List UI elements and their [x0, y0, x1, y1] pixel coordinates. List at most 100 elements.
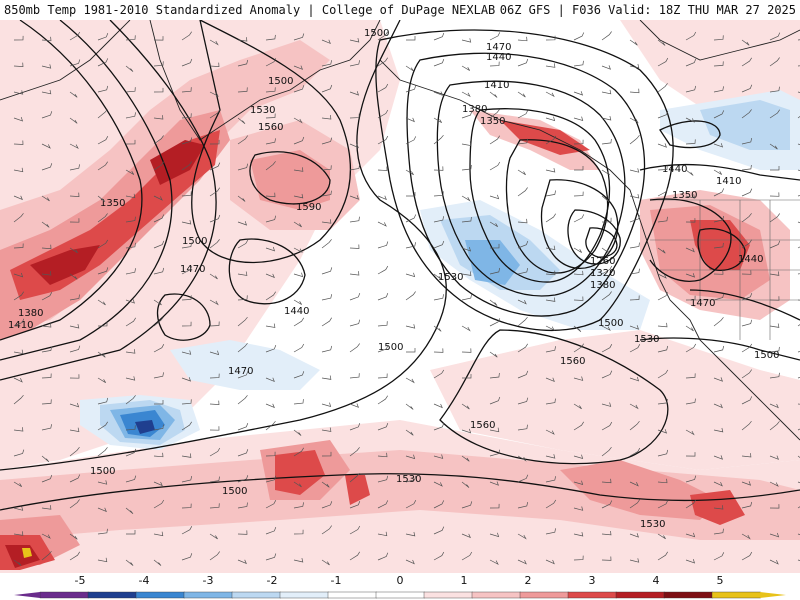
- wind-barb: [601, 217, 612, 223]
- wind-barb: [13, 394, 24, 405]
- wind-barb: [769, 421, 780, 431]
- contour-label: 1350: [672, 190, 697, 201]
- colorbar-tick-label: 1: [460, 574, 468, 587]
- wind-barb: [265, 87, 276, 93]
- wind-barb: [741, 292, 753, 301]
- wind-barb: [741, 270, 752, 275]
- wind-barb: [377, 552, 389, 561]
- wind-barb: [97, 32, 109, 41]
- wind-barb: [153, 531, 164, 537]
- wind-barb: [713, 215, 725, 223]
- wind-barb: [349, 500, 361, 509]
- wind-barb: [769, 532, 780, 538]
- wind-barb: [741, 239, 752, 249]
- wind-barb: [69, 59, 81, 67]
- wind-barb: [153, 499, 165, 509]
- wind-barb: [573, 421, 584, 431]
- wind-barb: [433, 166, 444, 171]
- wind-barb: [69, 551, 80, 561]
- wind-barb: [265, 113, 276, 119]
- wind-barb: [657, 345, 669, 353]
- wind-barb: [741, 39, 750, 46]
- wind-barb: [629, 420, 640, 431]
- wind-barb: [349, 271, 360, 276]
- wind-barb: [209, 299, 219, 306]
- wind-barb: [573, 139, 584, 145]
- wind-barb: [573, 325, 582, 332]
- wind-barb: [489, 396, 501, 405]
- wind-barb: [489, 91, 498, 98]
- wind-barb: [517, 559, 527, 565]
- wind-barb: [293, 502, 304, 509]
- wind-barb: [657, 39, 666, 46]
- wind-barb: [125, 65, 134, 72]
- wind-barb: [321, 219, 332, 224]
- wind-barb: [237, 395, 248, 405]
- wind-barb: [713, 61, 724, 67]
- wind-barb: [69, 345, 81, 353]
- wind-barb: [545, 528, 556, 535]
- wind-barb: [741, 551, 753, 561]
- wind-barb: [41, 163, 53, 171]
- wind-barb: [125, 242, 136, 249]
- wind-barb: [321, 481, 330, 488]
- wind-barb: [769, 372, 780, 379]
- wind-barb: [685, 273, 696, 278]
- wind-barb: [349, 91, 360, 96]
- wind-barb: [657, 273, 667, 279]
- wind-barb: [377, 57, 388, 67]
- wind-barb: [489, 351, 498, 358]
- wind-barb: [237, 163, 249, 171]
- wind-barb: [713, 528, 724, 535]
- wind-barb: [741, 84, 753, 93]
- wind-barb: [154, 400, 164, 405]
- wind-barb: [321, 60, 332, 67]
- wind-barb: [349, 113, 360, 119]
- wind-barb: [125, 299, 135, 304]
- wind-barb: [181, 421, 192, 431]
- wind-barb: [601, 530, 612, 536]
- wind-barb: [601, 478, 612, 484]
- wind-barb: [237, 422, 249, 431]
- wind-barb: [713, 345, 725, 353]
- wind-barb: [573, 376, 584, 381]
- wind-barb: [209, 187, 220, 197]
- contour-label: 1440: [284, 306, 309, 317]
- contour-label: 1500: [222, 486, 247, 497]
- wind-barb: [153, 316, 164, 327]
- wind-barb: [209, 551, 220, 561]
- wind-barb: [181, 220, 192, 225]
- wind-barb: [629, 403, 639, 410]
- wind-barb: [629, 499, 640, 509]
- coastlines: [0, 19, 800, 441]
- wind-barb: [293, 558, 304, 563]
- wind-barb: [321, 501, 333, 509]
- wind-barb: [461, 294, 472, 301]
- wind-barb: [573, 454, 584, 460]
- wind-barb: [181, 526, 193, 535]
- wind-barb: [237, 295, 248, 301]
- wind-barb: [265, 323, 276, 328]
- contour-label: 1530: [396, 474, 421, 485]
- contour-label: 1410: [716, 176, 741, 187]
- wind-barb: [517, 58, 529, 67]
- wind-barb: [377, 241, 389, 249]
- wind-barb: [741, 420, 752, 431]
- wind-barb: [237, 37, 248, 42]
- wind-barb: [601, 291, 612, 301]
- wind-barb: [685, 247, 695, 253]
- wind-barb: [489, 372, 500, 379]
- wind-barb: [69, 427, 80, 433]
- wind-barb: [181, 31, 192, 41]
- wind-barb: [601, 325, 611, 332]
- wind-barb: [13, 531, 24, 536]
- wind-barb: [293, 85, 305, 93]
- wind-barb: [321, 559, 330, 566]
- wind-barb: [657, 247, 666, 254]
- wind-barb: [377, 345, 389, 353]
- wind-barb: [657, 533, 666, 540]
- wind-barb: [601, 89, 612, 95]
- wind-barb: [13, 140, 24, 145]
- contour-label: 1560: [560, 356, 585, 367]
